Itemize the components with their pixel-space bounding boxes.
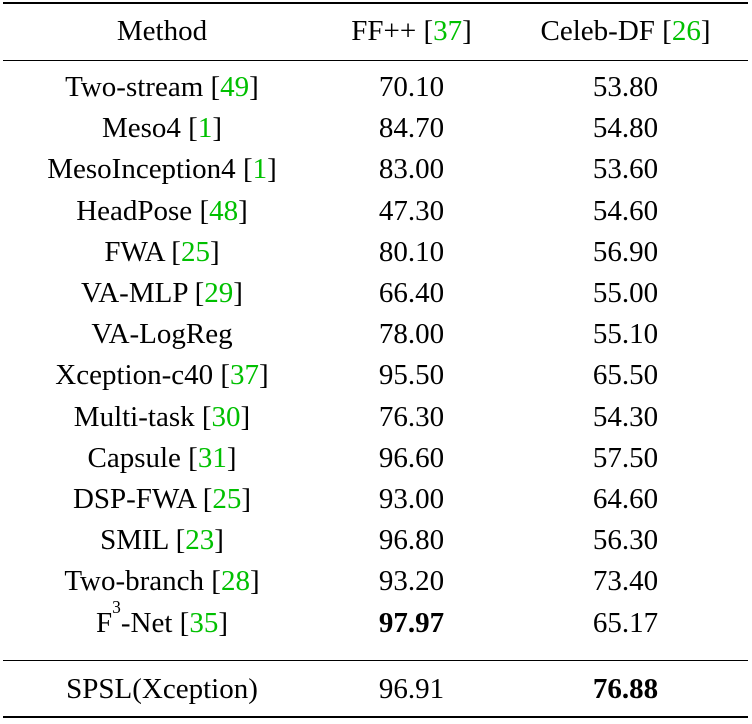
ff-cell: 96.91 (378, 673, 445, 705)
bottom-rule (3, 716, 748, 718)
method-cell: SMIL [23] (100, 524, 224, 556)
celeb-cell: 54.30 (592, 401, 659, 433)
table-row: Multi-task [30] 76.30 54.30 (0, 399, 752, 435)
table-row: Xception-c40 [37] 95.50 65.50 (0, 357, 752, 393)
method-cell: HeadPose [48] (76, 195, 248, 227)
celeb-cell: 56.30 (592, 524, 659, 556)
method-cell: FWA [25] (104, 236, 220, 268)
table-row: SMIL [23] 96.80 56.30 (0, 522, 752, 558)
method-cell: Xception-c40 [37] (55, 359, 269, 391)
ff-cell: 76.30 (378, 401, 445, 433)
method-cell: MesoInception4 [1] (47, 153, 277, 185)
celeb-cell: 53.80 (592, 71, 659, 103)
ff-cell: 83.00 (378, 153, 445, 185)
celeb-cell: 54.60 (592, 195, 659, 227)
celeb-cell: 53.60 (592, 153, 659, 185)
header-celeb: Celeb-DF [26] (540, 15, 711, 47)
table-row: Capsule [31] 96.60 57.50 (0, 440, 752, 476)
citation-link[interactable]: 49 (220, 71, 250, 103)
table-row: VA-LogReg 78.00 55.10 (0, 316, 752, 352)
citation-link[interactable]: 29 (204, 277, 234, 309)
citation-link[interactable]: 35 (189, 607, 219, 639)
header-ff: FF++ [37] (351, 15, 472, 47)
ff-cell: 66.40 (378, 277, 445, 309)
header-rule (3, 60, 748, 61)
citation-link[interactable]: 25 (180, 236, 210, 268)
citation-link[interactable]: 37 (433, 15, 463, 47)
ff-cell: 84.70 (378, 112, 445, 144)
celeb-cell: 56.90 (592, 236, 659, 268)
method-cell: F3-Net [35] (96, 597, 228, 639)
celeb-cell: 73.40 (592, 565, 659, 597)
ff-cell: 70.10 (378, 71, 445, 103)
method-cell: VA-MLP [29] (81, 277, 243, 309)
table-row: Meso4 [1] 84.70 54.80 (0, 110, 752, 146)
citation-link[interactable]: 1 (197, 112, 213, 144)
celeb-cell: 55.00 (592, 277, 659, 309)
mid-rule (3, 660, 748, 661)
ff-cell: 93.20 (378, 565, 445, 597)
header-method: Method (116, 15, 208, 47)
celeb-cell: 55.10 (592, 318, 659, 350)
table-row: MesoInception4 [1] 83.00 53.60 (0, 151, 752, 187)
method-cell: Two-branch [28] (64, 565, 260, 597)
ff-cell: 97.97 (378, 607, 445, 639)
table-row: F3-Net [35] 97.97 65.17 (0, 597, 752, 641)
header-row: Method FF++ [37] Celeb-DF [26] (0, 13, 752, 49)
citation-link[interactable]: 1 (252, 153, 268, 185)
citation-link[interactable]: 48 (209, 195, 239, 227)
table-row: Two-stream [49] 70.10 53.80 (0, 69, 752, 105)
citation-link[interactable]: 28 (220, 565, 250, 597)
ff-cell: 95.50 (378, 359, 445, 391)
citation-link[interactable]: 23 (185, 524, 215, 556)
celeb-cell: 57.50 (592, 442, 659, 474)
ff-cell: 47.30 (378, 195, 445, 227)
table-row: Two-branch [28] 93.20 73.40 (0, 563, 752, 599)
citation-link[interactable]: 31 (197, 442, 227, 474)
method-cell: SPSL(Xception) (66, 673, 258, 705)
celeb-cell: 76.88 (592, 673, 659, 705)
method-cell: Meso4 [1] (101, 112, 223, 144)
table-row: DSP-FWA [25] 93.00 64.60 (0, 481, 752, 517)
table-row: FWA [25] 80.10 56.90 (0, 234, 752, 270)
top-rule (3, 2, 748, 4)
method-cell: DSP-FWA [25] (72, 483, 252, 515)
celeb-cell: 64.60 (592, 483, 659, 515)
citation-link[interactable]: 25 (212, 483, 242, 515)
method-cell: Capsule [31] (87, 442, 237, 474)
table-row: VA-MLP [29] 66.40 55.00 (0, 275, 752, 311)
method-cell: Two-stream [49] (65, 71, 259, 103)
ff-cell: 78.00 (378, 318, 445, 350)
celeb-cell: 65.17 (592, 607, 659, 639)
ff-cell: 96.80 (378, 524, 445, 556)
citation-link[interactable]: 26 (671, 15, 701, 47)
table-row: HeadPose [48] 47.30 54.60 (0, 193, 752, 229)
celeb-cell: 65.50 (592, 359, 659, 391)
citation-link[interactable]: 30 (211, 401, 241, 433)
method-cell: VA-LogReg (91, 318, 233, 350)
table-row-final: SPSL(Xception) 96.91 76.88 (0, 671, 752, 707)
celeb-cell: 54.80 (592, 112, 659, 144)
method-cell: Multi-task [30] (73, 401, 251, 433)
ff-cell: 96.60 (378, 442, 445, 474)
citation-link[interactable]: 37 (230, 359, 260, 391)
ff-cell: 80.10 (378, 236, 445, 268)
ff-cell: 93.00 (378, 483, 445, 515)
